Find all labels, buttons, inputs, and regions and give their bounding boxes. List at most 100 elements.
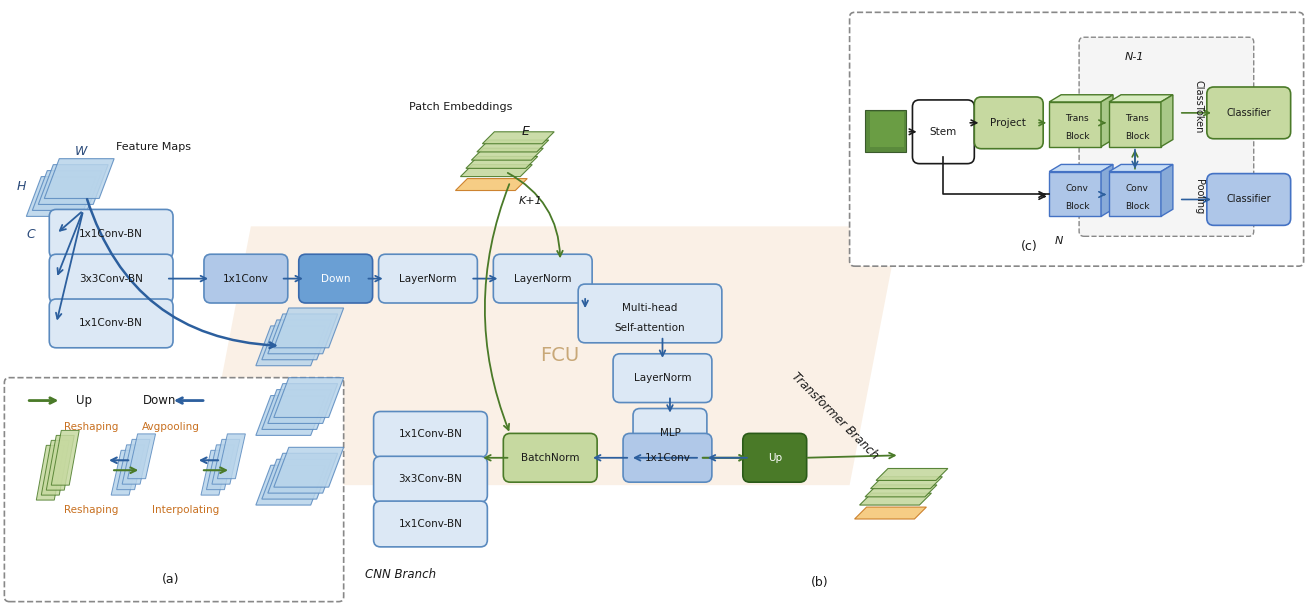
FancyBboxPatch shape [1079,37,1254,236]
Text: Reshaping: Reshaping [64,422,118,433]
Polygon shape [1101,164,1113,216]
FancyBboxPatch shape [974,97,1043,148]
Text: C: C [27,228,35,241]
FancyBboxPatch shape [373,411,487,458]
Text: 1x1Conv-BN: 1x1Conv-BN [398,519,462,529]
Polygon shape [111,450,139,495]
FancyBboxPatch shape [1207,87,1291,139]
Text: (c): (c) [1021,240,1038,253]
FancyBboxPatch shape [850,12,1304,266]
Text: Down: Down [143,394,175,407]
Polygon shape [42,441,69,495]
FancyBboxPatch shape [298,255,373,303]
Polygon shape [202,450,229,495]
Text: Project: Project [991,118,1026,128]
Polygon shape [268,384,338,424]
Polygon shape [1101,95,1113,147]
Text: Classifier: Classifier [1227,195,1271,204]
Polygon shape [268,314,338,354]
Polygon shape [202,227,899,485]
Text: Up: Up [76,394,92,407]
Polygon shape [1049,95,1113,102]
Polygon shape [33,171,102,210]
Polygon shape [51,430,80,485]
Text: Reshaping: Reshaping [64,505,118,515]
Bar [1049,171,1101,216]
Polygon shape [1161,164,1173,216]
Polygon shape [268,453,338,493]
Text: Avgpooling: Avgpooling [143,422,200,433]
Polygon shape [255,465,326,505]
Text: MLP: MLP [660,428,681,438]
Polygon shape [262,390,331,430]
Polygon shape [860,493,932,505]
Polygon shape [870,477,942,488]
FancyBboxPatch shape [579,284,721,343]
Bar [1109,102,1161,147]
Polygon shape [876,468,948,481]
FancyBboxPatch shape [912,100,974,164]
Polygon shape [274,447,344,487]
Text: Block: Block [1124,132,1149,141]
Polygon shape [476,140,548,152]
Text: Multi-head: Multi-head [622,304,678,313]
Polygon shape [122,439,151,484]
Polygon shape [482,132,554,144]
Polygon shape [26,176,96,216]
Text: FCU: FCU [541,346,580,365]
Text: Interpolating: Interpolating [152,505,220,515]
FancyBboxPatch shape [4,378,344,602]
Text: Conv: Conv [1126,184,1148,193]
Text: LayerNorm: LayerNorm [634,373,691,383]
FancyBboxPatch shape [634,408,707,458]
Polygon shape [855,507,927,519]
Polygon shape [255,326,326,365]
Polygon shape [865,485,937,497]
Text: N-1: N-1 [1124,52,1144,62]
Text: H: H [17,180,26,193]
Text: Transformer Branch: Transformer Branch [788,370,881,462]
FancyBboxPatch shape [373,456,487,502]
Text: (a): (a) [162,573,179,586]
Polygon shape [1109,164,1173,171]
Polygon shape [262,320,331,360]
Polygon shape [262,459,331,499]
Polygon shape [274,308,344,348]
Text: Up: Up [767,453,781,463]
Polygon shape [255,396,326,435]
Text: Down: Down [321,274,351,284]
Text: Block: Block [1064,132,1089,141]
Text: W: W [75,145,88,158]
Polygon shape [45,159,114,199]
Text: E: E [521,125,529,138]
Text: 1x1Conv: 1x1Conv [644,453,690,463]
Text: Block: Block [1064,202,1089,211]
Text: Conv: Conv [1066,184,1089,193]
Text: Stem: Stem [929,127,957,137]
Text: CNN Branch: CNN Branch [365,568,436,581]
Bar [864,110,906,152]
FancyBboxPatch shape [613,354,712,402]
Text: Self-attention: Self-attention [615,324,686,333]
Text: Trans: Trans [1126,115,1149,124]
Polygon shape [37,445,64,500]
FancyBboxPatch shape [504,433,597,482]
Text: N: N [1055,236,1063,246]
Polygon shape [212,439,240,484]
Text: (b): (b) [810,576,829,589]
Bar [869,112,905,147]
Polygon shape [117,445,144,490]
Polygon shape [274,378,344,418]
Polygon shape [1109,95,1173,102]
Text: Feature Maps: Feature Maps [117,142,191,152]
Text: Patch Embeddings: Patch Embeddings [408,102,512,112]
Polygon shape [1049,164,1113,171]
FancyBboxPatch shape [623,433,712,482]
Polygon shape [127,434,156,479]
FancyBboxPatch shape [493,255,592,303]
Text: LayerNorm: LayerNorm [514,274,572,284]
Bar [1049,102,1101,147]
FancyBboxPatch shape [378,255,478,303]
Text: ClassToken: ClassToken [1194,80,1204,133]
FancyBboxPatch shape [204,255,288,303]
